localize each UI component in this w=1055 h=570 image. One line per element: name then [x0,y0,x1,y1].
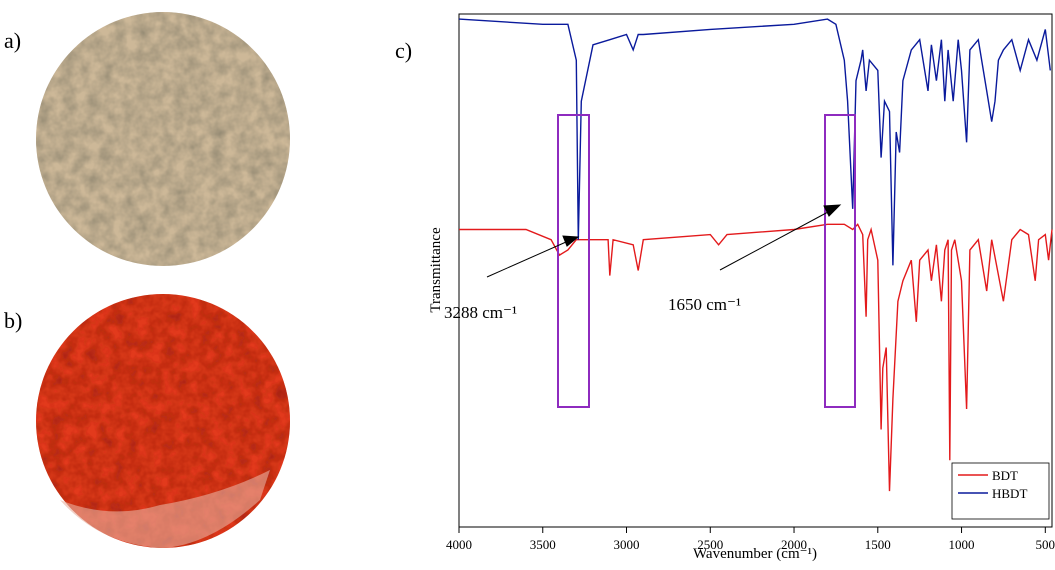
legend: BDT HBDT [952,463,1049,519]
arrows [487,205,840,277]
x-tick-label: 3500 [530,537,556,552]
annotation: 3288 cm⁻¹ [444,303,517,322]
x-tick-label: 4000 [446,537,472,552]
legend-label: HBDT [992,486,1027,501]
x-axis-label: Wavenumber (cm⁻¹) [693,546,817,562]
photo-a [36,12,290,266]
photo-b [36,294,290,548]
x-tick-label: 1500 [865,537,891,552]
highlight-box [558,115,589,407]
spectrum-line [459,224,1052,491]
panel-label: b) [4,308,22,333]
figure: a) b) c) 4000350030002500200015001000500… [0,0,1055,565]
x-tick-label: 500 [1036,537,1055,552]
spectrum-line [459,19,1050,265]
y-axis-label: Transmittance [428,227,444,313]
x-tick-label: 3000 [614,537,640,552]
panel-label: c) [395,38,412,63]
annotation: 1650 cm⁻¹ [668,295,741,314]
legend-label: BDT [992,468,1018,483]
x-tick-label: 1000 [949,537,975,552]
panel-label: a) [4,28,21,53]
